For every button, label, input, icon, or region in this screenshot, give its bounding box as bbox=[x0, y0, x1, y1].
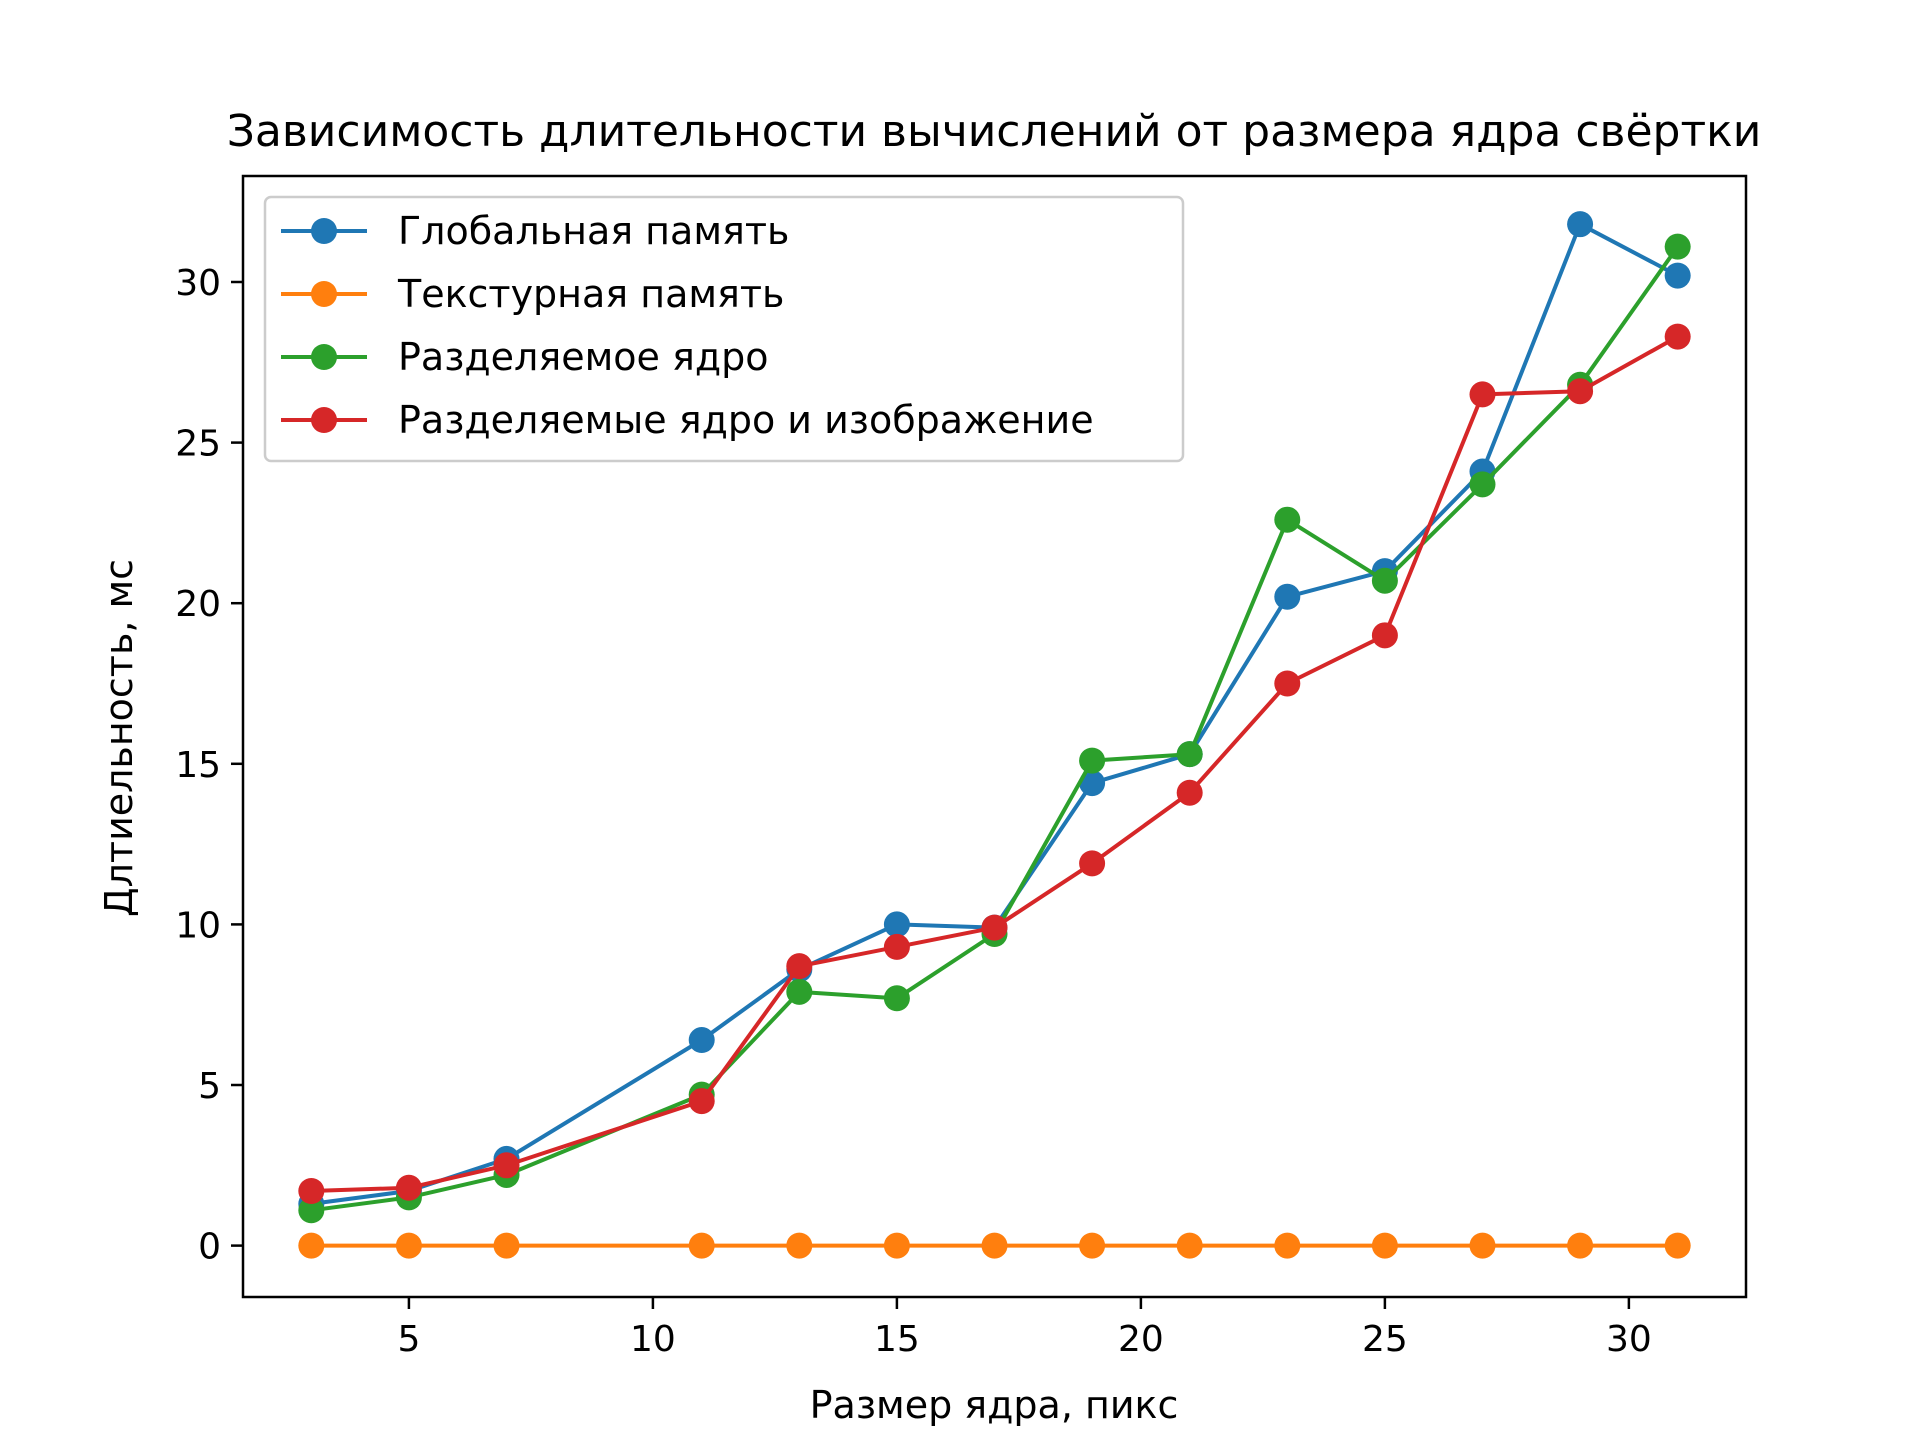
legend-label: Глобальная память bbox=[398, 209, 789, 253]
y-tick-label: 30 bbox=[175, 263, 221, 304]
data-point bbox=[1664, 323, 1691, 350]
data-point bbox=[298, 1232, 325, 1259]
data-point bbox=[298, 1197, 325, 1224]
data-point bbox=[1469, 1232, 1496, 1259]
y-tick-label: 20 bbox=[175, 584, 221, 625]
chart-title: Зависимость длительности вычислений от р… bbox=[227, 106, 1762, 157]
legend-frame bbox=[263, 195, 1185, 463]
data-point bbox=[883, 911, 910, 938]
data-point bbox=[1664, 1232, 1691, 1259]
data-point bbox=[1079, 747, 1106, 774]
series-line bbox=[309, 222, 1680, 1206]
data-point bbox=[1371, 567, 1398, 594]
y-tick-label: 10 bbox=[175, 905, 221, 946]
series-layer bbox=[298, 211, 1691, 1259]
legend-marker bbox=[311, 344, 337, 370]
data-point bbox=[395, 1174, 422, 1201]
data-point bbox=[688, 1232, 715, 1259]
data-point bbox=[1567, 378, 1594, 405]
legend-label: Разделяемое ядро bbox=[398, 335, 768, 379]
data-point bbox=[493, 1232, 520, 1259]
data-point bbox=[883, 933, 910, 960]
data-point bbox=[1079, 850, 1106, 877]
legend-label: Разделяемые ядро и изображение bbox=[398, 398, 1094, 442]
data-point bbox=[1079, 1232, 1106, 1259]
y-tick-label: 15 bbox=[175, 745, 221, 786]
legend-item: Текстурная память bbox=[281, 272, 784, 316]
y-axis-label: Длтиельность, мс bbox=[97, 559, 141, 917]
data-point bbox=[883, 1232, 910, 1259]
legend-item: Разделяемое ядро bbox=[281, 335, 768, 379]
data-point bbox=[1274, 1232, 1301, 1259]
legend: Глобальная память Текстурная память Раздел… bbox=[263, 195, 1185, 463]
data-point bbox=[688, 1088, 715, 1115]
data-point bbox=[1664, 233, 1691, 260]
data-point bbox=[395, 1232, 422, 1259]
data-point bbox=[786, 1232, 813, 1259]
data-point bbox=[883, 985, 910, 1012]
y-tick-label: 5 bbox=[198, 1066, 221, 1107]
data-point bbox=[1176, 779, 1203, 806]
data-point bbox=[1469, 381, 1496, 408]
legend-marker bbox=[311, 407, 337, 433]
x-tick-label: 5 bbox=[397, 1319, 420, 1360]
x-tick-label: 15 bbox=[874, 1319, 920, 1360]
data-point bbox=[786, 978, 813, 1005]
data-point bbox=[493, 1152, 520, 1179]
data-point bbox=[1371, 622, 1398, 649]
x-tick-label: 20 bbox=[1118, 1319, 1164, 1360]
data-point bbox=[1664, 262, 1691, 289]
legend-label: Текстурная память bbox=[397, 272, 784, 316]
data-point bbox=[1371, 1232, 1398, 1259]
data-point bbox=[1274, 583, 1301, 610]
data-point bbox=[1469, 471, 1496, 498]
legend-marker bbox=[311, 218, 337, 244]
legend-item: Глобальная память bbox=[281, 209, 789, 253]
legend-item: Разделяемые ядро и изображение bbox=[281, 398, 1094, 442]
plot-frame bbox=[241, 174, 1748, 1299]
x-tick-label: 25 bbox=[1362, 1319, 1408, 1360]
data-point bbox=[1176, 1232, 1203, 1259]
y-tick-label: 0 bbox=[198, 1227, 221, 1268]
legend-marker bbox=[311, 281, 337, 307]
x-tick-label: 30 bbox=[1606, 1319, 1652, 1360]
x-tick-label: 10 bbox=[630, 1319, 676, 1360]
data-point bbox=[786, 953, 813, 980]
series-line bbox=[309, 244, 1680, 1213]
data-point bbox=[1567, 211, 1594, 238]
data-point bbox=[298, 1178, 325, 1205]
data-point bbox=[1274, 506, 1301, 533]
data-point bbox=[1567, 1232, 1594, 1259]
data-point bbox=[688, 1027, 715, 1054]
series-line bbox=[309, 334, 1680, 1193]
data-point bbox=[981, 914, 1008, 941]
data-point bbox=[981, 1232, 1008, 1259]
y-tick-label: 25 bbox=[175, 424, 221, 465]
series-2 bbox=[298, 1232, 1691, 1259]
data-point bbox=[1274, 670, 1301, 697]
axis-ticks: 5 10 15 20 25 30 0 5 10 15 20 25 30 bbox=[175, 263, 1652, 1360]
x-axis-label: Размер ядра, пикс bbox=[810, 1383, 1179, 1427]
data-point bbox=[1079, 770, 1106, 797]
data-point bbox=[1176, 741, 1203, 768]
series-4 bbox=[298, 323, 1691, 1205]
